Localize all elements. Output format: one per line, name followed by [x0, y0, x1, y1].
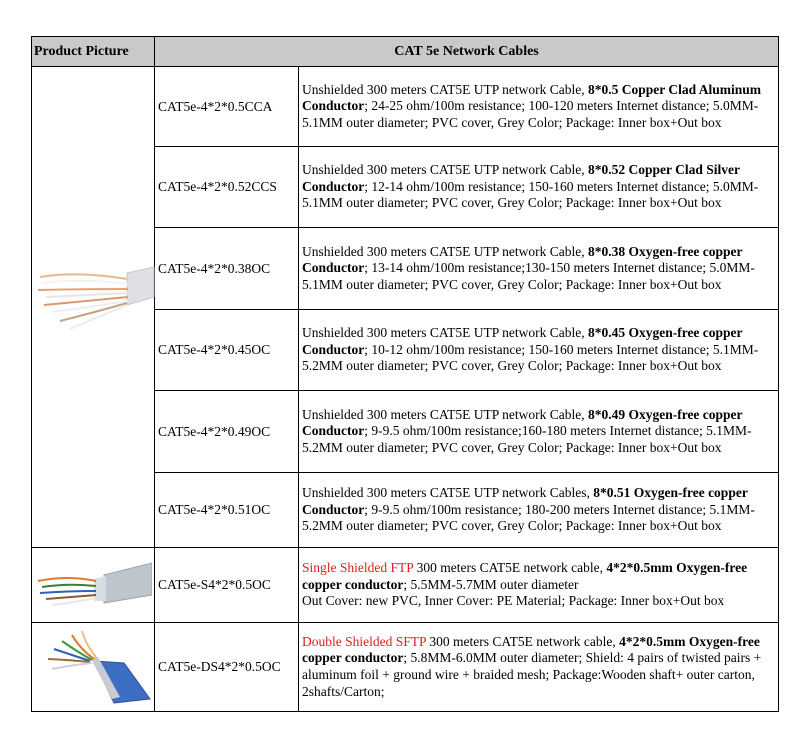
- desc-text: ; 9-9.5 ohm/100m resistance;160-180 mete…: [302, 423, 752, 455]
- header-row: Product Picture CAT 5e Network Cables: [31, 36, 779, 67]
- utp-cable-image: [37, 266, 155, 330]
- description-cell: Unshielded 300 meters CAT5E UTP network …: [298, 66, 779, 147]
- header-product-picture: Product Picture: [31, 36, 155, 67]
- ftp-cable-image: [37, 562, 152, 606]
- desc-text: ; 9-9.5 ohm/100m resistance; 180-200 met…: [302, 501, 755, 534]
- desc-text: 300 meters CAT5E network cable,: [426, 633, 620, 649]
- desc-text: ; 10-12 ohm/100m resistance; 150-160 met…: [302, 341, 759, 374]
- table-row: CAT5e-4*2*0.45OC Unshielded 300 meters C…: [32, 309, 779, 391]
- description-cell: Unshielded 300 meters CAT5E UTP network …: [298, 227, 779, 310]
- sftp-picture-cell: [31, 622, 155, 712]
- table-row: CAT5e-DS4*2*0.5OC Double Shielded SFTP 3…: [31, 622, 779, 712]
- desc-text: ; 24-25 ohm/100m resistance; 100-120 met…: [302, 98, 759, 130]
- model-cell: CAT5e-S4*2*0.5OC: [154, 547, 299, 623]
- description-cell: Unshielded 300 meters CAT5E UTP network …: [298, 472, 779, 548]
- desc-bold: 8*0.52 Copper Clad Silver Conductor: [302, 162, 740, 194]
- desc-bold: 8*0.51 Oxygen-free copper Conductor: [302, 485, 748, 517]
- desc-text: ; 5.8MM-6.0MM outer diameter; Shield: 4 …: [302, 650, 762, 699]
- desc-bold: 8*0.38 Oxygen-free copper Conductor: [302, 243, 743, 276]
- description-cell: Unshielded 300 meters CAT5E UTP network …: [298, 146, 779, 228]
- utp-picture-cell: [31, 66, 155, 548]
- table-row: CAT5e-S4*2*0.5OC Single Shielded FTP 300…: [31, 547, 779, 623]
- desc-text: Unshielded 300 meters CAT5E UTP network …: [302, 162, 588, 178]
- model-cell: CAT5e-4*2*0.52CCS: [154, 146, 299, 228]
- desc-text: Unshielded 300 meters CAT5E UTP network …: [302, 81, 588, 97]
- header-cat5e-network-cables: CAT 5e Network Cables: [154, 36, 779, 67]
- desc-red: Single Shielded FTP: [302, 560, 414, 576]
- desc-text: Unshielded 300 meters CAT5E UTP network …: [302, 325, 588, 341]
- table-row: CAT5e-4*2*0.51OC Unshielded 300 meters C…: [32, 472, 779, 548]
- model-cell: CAT5e-DS4*2*0.5OC: [154, 622, 299, 712]
- table-row: CAT5e-4*2*0.5CCA Unshielded 300 meters C…: [31, 66, 779, 548]
- model-cell: CAT5e-4*2*0.38OC: [154, 227, 299, 310]
- model-cell: CAT5e-4*2*0.49OC: [154, 390, 299, 473]
- description-cell: Unshielded 300 meters CAT5E UTP network …: [298, 390, 779, 473]
- desc-text: Out Cover: new PVC, Inner Cover: PE Mate…: [302, 593, 725, 609]
- description-cell: Single Shielded FTP 300 meters CAT5E net…: [298, 547, 779, 623]
- product-table: Product Picture CAT 5e Network Cables CA…: [31, 36, 779, 712]
- desc-text: Unshielded 300 meters CAT5E UTP network …: [302, 406, 588, 422]
- desc-bold: 4*2*0.5mm Oxygen-free copper conductor: [302, 560, 748, 592]
- model-cell: CAT5e-4*2*0.45OC: [154, 309, 299, 391]
- table-row: CAT5e-4*2*0.52CCS Unshielded 300 meters …: [32, 146, 779, 228]
- desc-bold: 8*0.5 Copper Clad Aluminum Conductor: [302, 81, 761, 114]
- desc-bold: 8*0.45 Oxygen-free copper Conductor: [302, 325, 743, 357]
- desc-text: Unshielded 300 meters CAT5E UTP network …: [302, 243, 588, 259]
- desc-text: Unshielded 300 meters CAT5E UTP network …: [302, 485, 594, 501]
- desc-red: Double Shielded SFTP: [302, 633, 427, 649]
- sftp-cable-image: [47, 630, 151, 704]
- model-cell: CAT5e-4*2*0.51OC: [154, 472, 299, 548]
- desc-text: ; 5.5MM-5.7MM outer diameter: [403, 576, 579, 592]
- desc-text: ; 13-14 ohm/100m resistance;130-150 mete…: [302, 260, 755, 292]
- description-cell: Double Shielded SFTP 300 meters CAT5E ne…: [298, 622, 779, 712]
- desc-text: 300 meters CAT5E network cable,: [413, 560, 607, 576]
- description-cell: Unshielded 300 meters CAT5E UTP network …: [298, 309, 779, 391]
- model-cell: CAT5e-4*2*0.5CCA: [154, 66, 299, 147]
- desc-bold: 8*0.49 Oxygen-free copper Conductor: [302, 406, 743, 439]
- ftp-picture-cell: [31, 547, 155, 623]
- desc-text: ; 12-14 ohm/100m resistance; 150-160 met…: [302, 178, 759, 211]
- desc-bold: 4*2*0.5mm Oxygen-free copper conductor: [302, 633, 760, 666]
